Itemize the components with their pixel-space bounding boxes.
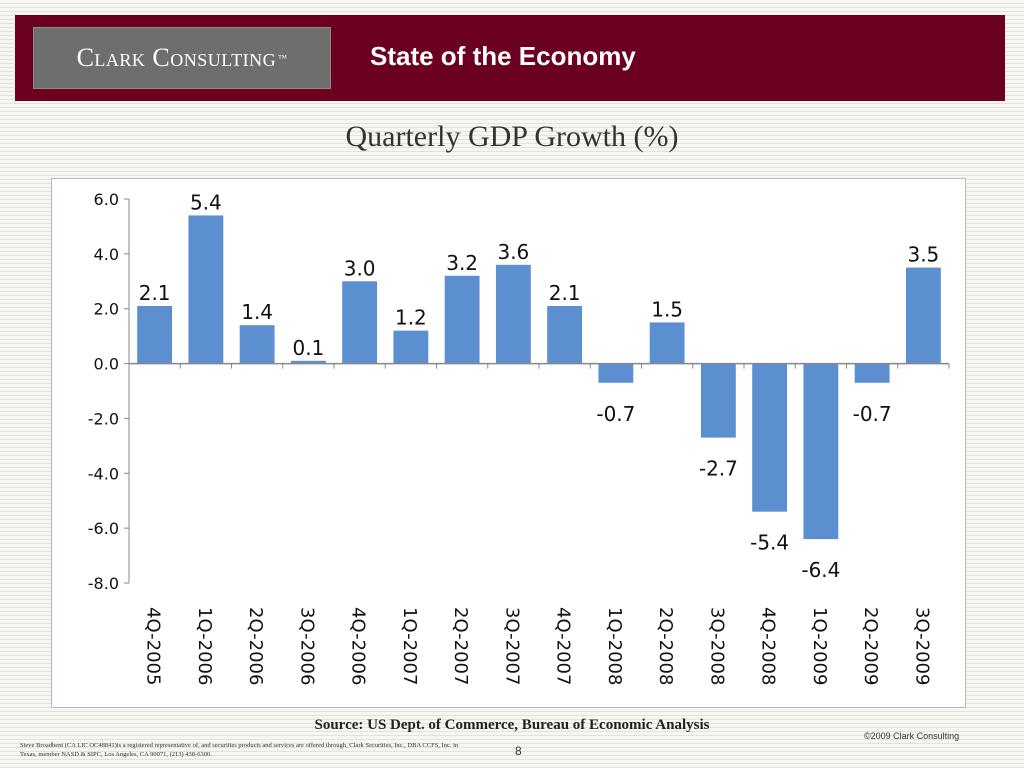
x-category-label: 4Q-2007 xyxy=(553,607,574,685)
bar xyxy=(854,363,890,383)
data-label: -5.4 xyxy=(750,531,789,555)
data-label: -6.4 xyxy=(801,558,840,582)
data-label: 2.1 xyxy=(549,281,581,305)
data-label: 3.6 xyxy=(497,240,529,264)
header-bar: Clark Consulting ™ State of the Economy xyxy=(15,15,1005,101)
data-label: 1.2 xyxy=(395,306,427,330)
x-category-label: 2Q-2006 xyxy=(245,607,266,685)
bar xyxy=(752,363,788,512)
x-category-label: 3Q-2006 xyxy=(296,607,317,685)
company-logo: Clark Consulting ™ xyxy=(33,27,331,89)
y-tick-label: 4.0 xyxy=(94,245,119,264)
source-note: Source: US Dept. of Commerce, Bureau of … xyxy=(314,717,710,733)
y-tick-label: -2.0 xyxy=(88,409,119,428)
x-category-label: 2Q-2007 xyxy=(450,607,471,685)
data-label: 0.1 xyxy=(292,336,324,360)
bar xyxy=(495,264,531,364)
bar xyxy=(290,360,326,364)
bar xyxy=(598,363,634,383)
x-category-label: 2Q-2009 xyxy=(860,607,881,685)
copyright-text: ©2009 Clark Consulting xyxy=(864,731,960,741)
x-category-label: 1Q-2006 xyxy=(194,607,215,685)
data-label: 3.0 xyxy=(344,256,376,280)
slide-title: State of the Economy xyxy=(370,41,636,71)
data-label: -2.7 xyxy=(699,457,738,481)
x-category-label: 3Q-2007 xyxy=(501,607,522,685)
bar xyxy=(803,363,839,540)
bar xyxy=(188,215,224,364)
data-label: -0.7 xyxy=(853,402,892,426)
x-category-label: 2Q-2008 xyxy=(655,607,676,685)
y-tick-label: -4.0 xyxy=(88,464,119,483)
data-label: 3.2 xyxy=(446,251,478,275)
y-tick-label: -8.0 xyxy=(88,574,119,593)
bar xyxy=(239,325,275,364)
bar xyxy=(547,305,583,364)
page-number: 8 xyxy=(515,744,522,758)
bar xyxy=(137,305,173,364)
y-tick-label: 2.0 xyxy=(94,300,119,319)
bar xyxy=(905,267,941,364)
data-label: -0.7 xyxy=(596,402,635,426)
bar xyxy=(700,363,736,438)
y-tick-label: 6.0 xyxy=(94,190,119,209)
data-label: 3.5 xyxy=(907,243,939,267)
x-category-label: 1Q-2009 xyxy=(809,607,830,685)
data-label: 5.4 xyxy=(190,190,222,214)
bar xyxy=(649,322,685,364)
x-category-label: 3Q-2008 xyxy=(706,607,727,685)
bar xyxy=(393,330,429,364)
x-category-label: 4Q-2008 xyxy=(758,607,779,685)
logo-text: Clark Consulting ™ xyxy=(76,43,288,72)
disclaimer-text: Steve Broadbent (CA LIC OC48841)is a reg… xyxy=(20,742,459,758)
x-category-label: 1Q-2008 xyxy=(604,607,625,685)
data-label: 2.1 xyxy=(139,281,171,305)
x-category-label: 4Q-2005 xyxy=(143,607,164,685)
x-category-label: 3Q-2009 xyxy=(911,607,932,685)
y-tick-label: -6.0 xyxy=(88,519,119,538)
x-category-label: 1Q-2007 xyxy=(399,607,420,685)
bar xyxy=(444,275,480,364)
bar xyxy=(342,281,378,364)
gdp-bar-chart: 6.0 4.0 2.0 0.0 -2.0 -4.0 -6.0 -8.0 2.1 5.4 1.4 0.1… xyxy=(88,190,950,685)
chart-title: Quarterly GDP Growth (%) xyxy=(345,120,679,153)
data-label: 1.5 xyxy=(651,297,683,321)
x-category-label: 4Q-2006 xyxy=(348,607,369,685)
chart-panel: 6.0 4.0 2.0 0.0 -2.0 -4.0 -6.0 -8.0 2.1 5.4 1.4 0.1… xyxy=(51,178,966,708)
y-tick-label: 0.0 xyxy=(94,355,119,374)
data-label: 1.4 xyxy=(241,300,273,324)
